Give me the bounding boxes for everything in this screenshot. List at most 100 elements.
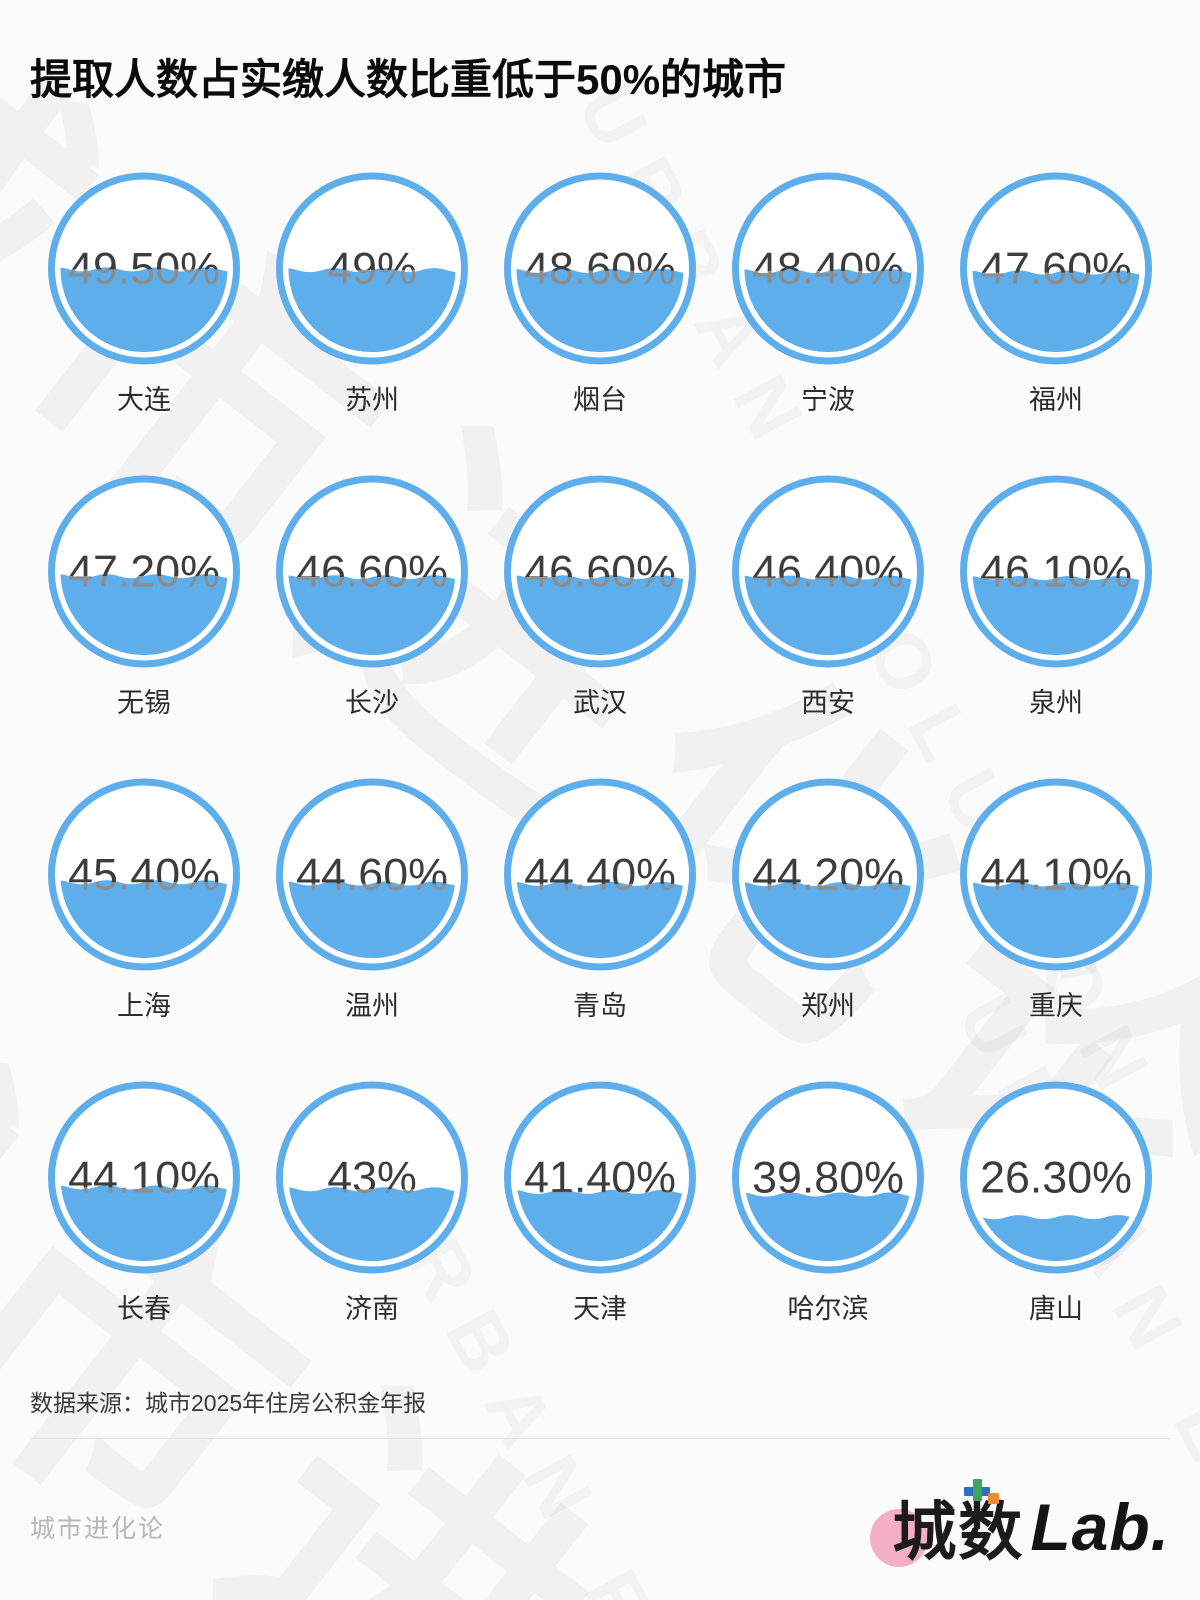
svg-text:46.60%: 46.60% [524,547,676,597]
gauge-city-label: 青岛 [573,991,627,1022]
svg-text:45.40%: 45.40% [68,850,220,900]
city-liquid-gauge: 46.60% 46.60% 武汉 [486,472,714,720]
gauge-city-label: 武汉 [573,688,627,719]
svg-text:48.60%: 48.60% [524,244,676,294]
gauge-city-label: 大连 [117,385,171,416]
city-liquid-gauge: 48.60% 48.60% 烟台 [486,169,714,417]
gauge-city-label: 长春 [117,1294,171,1325]
svg-text:39.80%: 39.80% [752,1153,904,1203]
svg-text:41.40%: 41.40% [524,1153,676,1203]
liquid-fill-gauge-icon: 43% 43% [275,1081,469,1274]
logo-cn-glyphs: 城数 [892,1496,1025,1569]
city-liquid-gauge: 26.30% 26.30% 唐山 [942,1078,1170,1326]
svg-text:47.60%: 47.60% [980,244,1132,294]
liquid-fill-gauge-icon: 48.60% 48.60% [503,172,697,365]
svg-text:46.10%: 46.10% [980,547,1132,597]
logo-accent-orange-icon [988,1493,1000,1505]
svg-text:43%: 43% [327,1153,417,1203]
city-liquid-gauge: 44.20% 44.20% 郑州 [714,775,942,1023]
svg-text:44.60%: 44.60% [296,850,448,900]
liquid-fill-gauge-icon: 26.30% 26.30% [959,1081,1153,1274]
brand-logo: 城数 Lab. [870,1477,1170,1577]
gauge-grid: 49.50% 49.50% 大连 49% 49% 苏州 48.60% 48.60… [30,169,1170,1326]
svg-text:44.20%: 44.20% [752,850,904,900]
logo-cn-text: 城数 [892,1479,1025,1573]
liquid-fill-gauge-icon: 44.40% 44.40% [503,778,697,971]
city-liquid-gauge: 44.60% 44.60% 温州 [258,775,486,1023]
gauge-city-label: 泉州 [1029,688,1083,719]
city-liquid-gauge: 41.40% 41.40% 天津 [486,1078,714,1326]
svg-text:49.50%: 49.50% [68,244,220,294]
svg-text:44.10%: 44.10% [980,850,1132,900]
city-liquid-gauge: 49.50% 49.50% 大连 [30,169,258,417]
chart-title: 提取人数占实缴人数比重低于50%的城市 [30,56,787,103]
liquid-fill-gauge-icon: 49.50% 49.50% [47,172,241,365]
svg-text:48.60%: 48.60% [524,244,676,294]
gauge-city-label: 哈尔滨 [787,1294,869,1325]
gauge-city-label: 苏州 [345,385,399,416]
gauge-city-label: 长沙 [345,688,399,719]
footer: 城市进化论 城数 Lab. [30,1477,1170,1577]
gauge-city-label: 郑州 [801,991,855,1022]
svg-text:44.10%: 44.10% [68,1153,220,1203]
city-liquid-gauge: 43% 43% 济南 [258,1078,486,1326]
logo-accent-green-icon [973,1479,983,1502]
city-liquid-gauge: 45.40% 45.40% 上海 [30,775,258,1023]
liquid-fill-gauge-icon: 44.60% 44.60% [275,778,469,971]
liquid-fill-gauge-icon: 46.60% 46.60% [275,475,469,668]
liquid-fill-gauge-icon: 47.60% 47.60% [959,172,1153,365]
city-liquid-gauge: 47.20% 47.20% 无锡 [30,472,258,720]
liquid-fill-gauge-icon: 39.80% 39.80% [731,1081,925,1274]
gauge-city-label: 无锡 [117,688,171,719]
gauge-city-label: 济南 [345,1294,399,1325]
svg-text:44.10%: 44.10% [68,1153,220,1203]
gauge-city-label: 烟台 [573,385,627,416]
gauge-city-label: 天津 [573,1294,627,1325]
gauge-city-label: 福州 [1029,385,1083,416]
gauge-city-label: 唐山 [1029,1294,1083,1325]
liquid-fill-gauge-icon: 44.20% 44.20% [731,778,925,971]
svg-text:46.40%: 46.40% [752,547,904,597]
svg-text:43%: 43% [327,1153,417,1203]
city-liquid-gauge: 44.10% 44.10% 重庆 [942,775,1170,1023]
city-liquid-gauge: 46.60% 46.60% 长沙 [258,472,486,720]
svg-text:49%: 49% [327,244,417,294]
liquid-fill-gauge-icon: 45.40% 45.40% [47,778,241,971]
logo-pink-circle-icon [870,1509,929,1568]
city-liquid-gauge: 48.40% 48.40% 宁波 [714,169,942,417]
svg-text:44.40%: 44.40% [524,850,676,900]
svg-text:47.20%: 47.20% [68,547,220,597]
city-liquid-gauge: 47.60% 47.60% 福州 [942,169,1170,417]
svg-text:46.60%: 46.60% [524,547,676,597]
svg-text:44.40%: 44.40% [524,850,676,900]
gauge-city-label: 温州 [345,991,399,1022]
liquid-fill-gauge-icon: 44.10% 44.10% [47,1081,241,1274]
svg-text:39.80%: 39.80% [752,1153,904,1203]
svg-text:49.50%: 49.50% [68,244,220,294]
city-liquid-gauge: 44.40% 44.40% 青岛 [486,775,714,1023]
liquid-fill-gauge-icon: 48.40% 48.40% [731,172,925,365]
gauge-city-label: 重庆 [1029,991,1083,1022]
logo-latin-text: Lab. [1030,1490,1170,1565]
svg-text:44.20%: 44.20% [752,850,904,900]
liquid-fill-gauge-icon: 41.40% 41.40% [503,1081,697,1274]
data-source-note: 数据来源：城市2025年住房公积金年报 [30,1390,427,1417]
gauge-city-label: 西安 [801,688,855,719]
city-liquid-gauge: 44.10% 44.10% 长春 [30,1078,258,1326]
svg-text:47.20%: 47.20% [68,547,220,597]
liquid-fill-gauge-icon: 47.20% 47.20% [47,475,241,668]
liquid-fill-gauge-icon: 46.10% 46.10% [959,475,1153,668]
liquid-fill-gauge-icon: 46.60% 46.60% [503,475,697,668]
liquid-fill-gauge-icon: 46.40% 46.40% [731,475,925,668]
svg-text:46.10%: 46.10% [980,547,1132,597]
svg-text:47.60%: 47.60% [980,244,1132,294]
footer-brand-text: 城市进化论 [30,1515,166,1544]
city-liquid-gauge: 49% 49% 苏州 [258,169,486,417]
svg-text:46.60%: 46.60% [296,547,448,597]
svg-text:46.60%: 46.60% [296,547,448,597]
divider-line [30,1438,1170,1440]
svg-text:49%: 49% [327,244,417,294]
svg-text:41.40%: 41.40% [524,1153,676,1203]
svg-text:46.40%: 46.40% [752,547,904,597]
